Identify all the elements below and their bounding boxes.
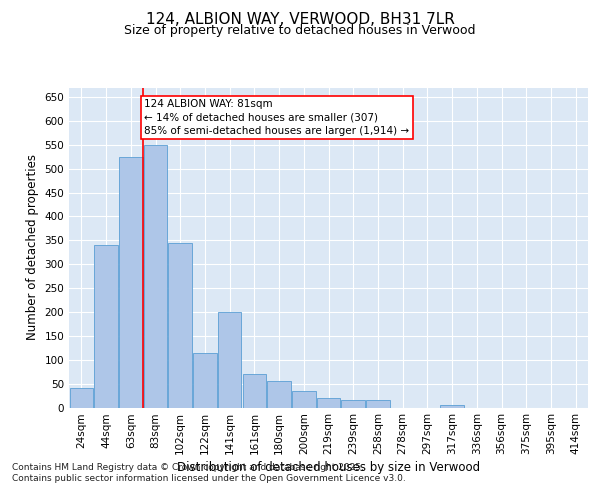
Bar: [242, 374, 266, 408]
Text: 124 ALBION WAY: 81sqm
← 14% of detached houses are smaller (307)
85% of semi-det: 124 ALBION WAY: 81sqm ← 14% of detached …: [145, 100, 410, 136]
Text: Contains HM Land Registry data © Crown copyright and database right 2025.: Contains HM Land Registry data © Crown c…: [12, 462, 364, 471]
Bar: [366, 400, 389, 407]
Bar: [144, 145, 167, 407]
Bar: [218, 312, 241, 408]
Bar: [440, 405, 464, 407]
X-axis label: Distribution of detached houses by size in Verwood: Distribution of detached houses by size …: [177, 462, 480, 474]
Bar: [292, 391, 316, 407]
Y-axis label: Number of detached properties: Number of detached properties: [26, 154, 39, 340]
Bar: [317, 398, 340, 407]
Bar: [341, 400, 365, 407]
Bar: [94, 245, 118, 408]
Bar: [268, 381, 291, 407]
Bar: [70, 388, 93, 407]
Text: Contains public sector information licensed under the Open Government Licence v3: Contains public sector information licen…: [12, 474, 406, 483]
Bar: [169, 242, 192, 408]
Text: Size of property relative to detached houses in Verwood: Size of property relative to detached ho…: [124, 24, 476, 37]
Text: 124, ALBION WAY, VERWOOD, BH31 7LR: 124, ALBION WAY, VERWOOD, BH31 7LR: [146, 12, 454, 28]
Bar: [193, 352, 217, 408]
Bar: [119, 157, 143, 407]
